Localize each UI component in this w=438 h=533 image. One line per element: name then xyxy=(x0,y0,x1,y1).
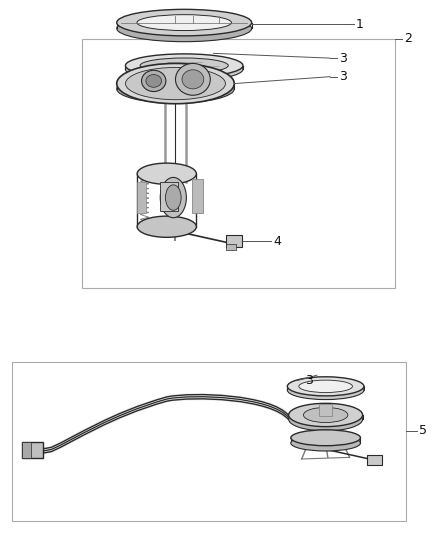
Text: 3: 3 xyxy=(339,52,346,64)
Ellipse shape xyxy=(137,163,196,184)
Text: 3: 3 xyxy=(339,70,346,83)
Bar xyxy=(82,38,395,288)
Ellipse shape xyxy=(137,14,231,30)
Ellipse shape xyxy=(140,58,228,73)
Ellipse shape xyxy=(146,75,162,87)
Bar xyxy=(367,455,382,465)
Ellipse shape xyxy=(291,435,360,451)
Ellipse shape xyxy=(160,177,186,217)
Ellipse shape xyxy=(176,63,210,95)
Ellipse shape xyxy=(289,408,363,431)
Text: 3: 3 xyxy=(305,374,313,387)
Ellipse shape xyxy=(117,63,234,104)
Ellipse shape xyxy=(287,377,364,396)
Ellipse shape xyxy=(117,75,234,103)
Ellipse shape xyxy=(299,380,353,392)
Ellipse shape xyxy=(291,430,360,446)
Ellipse shape xyxy=(141,70,166,92)
Ellipse shape xyxy=(117,15,252,42)
Text: 1: 1 xyxy=(356,18,364,31)
Ellipse shape xyxy=(289,403,363,426)
Ellipse shape xyxy=(125,54,243,77)
Bar xyxy=(22,442,43,458)
Text: 5: 5 xyxy=(419,424,427,438)
Ellipse shape xyxy=(166,185,181,211)
Bar xyxy=(226,244,237,249)
Ellipse shape xyxy=(137,216,196,237)
Bar xyxy=(12,362,406,521)
Bar xyxy=(160,182,178,211)
Bar xyxy=(22,442,31,458)
Bar xyxy=(137,182,146,214)
Bar xyxy=(319,405,332,416)
Ellipse shape xyxy=(287,381,364,400)
Ellipse shape xyxy=(304,407,348,423)
Ellipse shape xyxy=(117,10,252,36)
Bar xyxy=(226,235,242,247)
Bar xyxy=(192,179,203,214)
Ellipse shape xyxy=(125,58,243,81)
Ellipse shape xyxy=(182,70,204,89)
Text: 2: 2 xyxy=(404,32,412,45)
Ellipse shape xyxy=(126,68,226,100)
Text: 4: 4 xyxy=(273,235,281,247)
